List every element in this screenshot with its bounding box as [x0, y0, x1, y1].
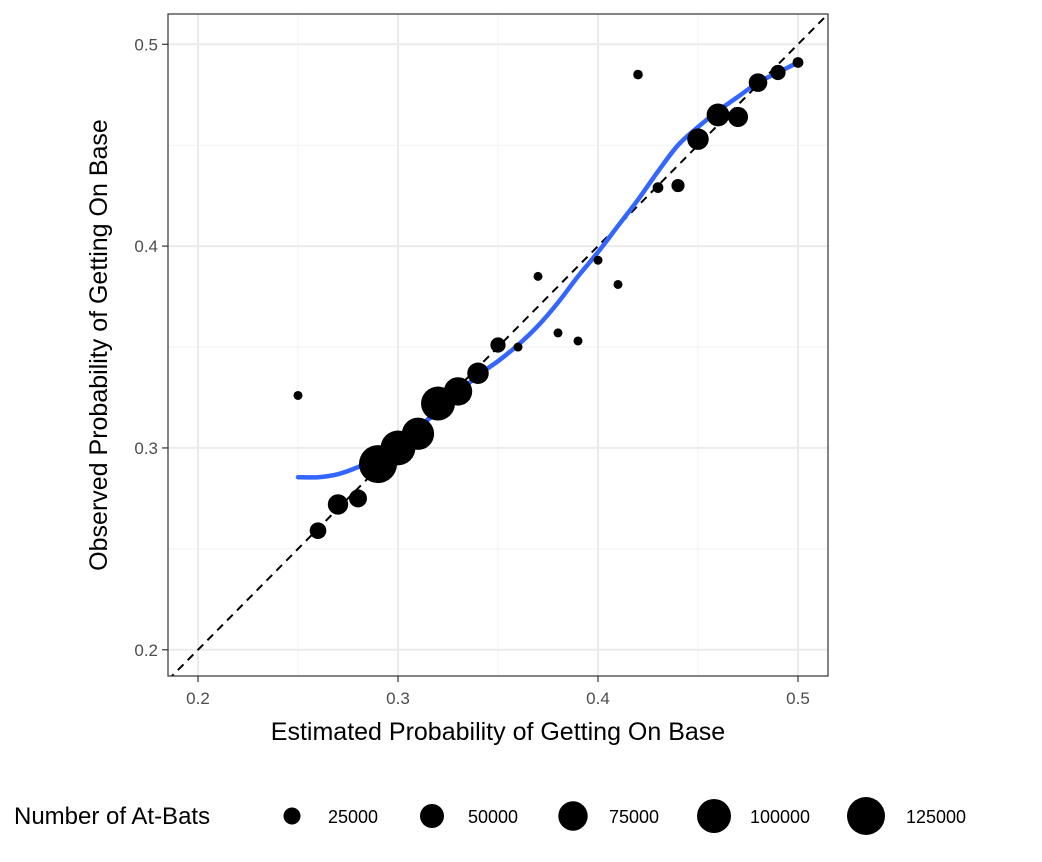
data-point: [706, 103, 730, 127]
legend-key: [419, 803, 445, 829]
data-point: [573, 336, 583, 346]
legend-key: [847, 797, 885, 835]
data-point: [401, 417, 435, 450]
x-tick-label: 0.5: [786, 689, 810, 708]
data-point: [309, 522, 327, 540]
legend-key: [558, 801, 588, 831]
data-point: [327, 494, 349, 515]
data-point: [490, 337, 506, 353]
legend-label: 25000: [328, 807, 378, 827]
data-point: [748, 73, 768, 92]
legend-label: 125000: [906, 807, 966, 827]
data-point: [671, 178, 685, 193]
data-point: [687, 128, 709, 150]
y-tick-label: 0.5: [134, 35, 158, 54]
x-axis-title: Estimated Probability of Getting On Base: [271, 718, 725, 746]
data-point: [533, 271, 543, 281]
y-tick-label: 0.3: [134, 439, 158, 458]
y-tick-label: 0.4: [134, 237, 158, 256]
x-tick-label: 0.4: [586, 689, 610, 708]
data-point: [770, 64, 786, 81]
legend-key: [697, 799, 731, 833]
legend-title: Number of At-Bats: [14, 803, 210, 830]
data-point: [652, 182, 664, 193]
data-point: [553, 328, 563, 338]
axes: 0.2 0.3 0.4 0.5 0.2 0.3 0.4 0.5: [134, 35, 809, 708]
grid-lines: [168, 14, 828, 676]
legend-label: 100000: [750, 807, 810, 827]
y-tick-label: 0.2: [134, 641, 158, 660]
legend-label: 75000: [609, 807, 659, 827]
legend-label: 50000: [468, 807, 518, 827]
data-point: [613, 279, 623, 289]
y-axis-title: Observed Probability of Getting On Base: [85, 119, 113, 571]
data-point: [513, 342, 523, 352]
data-point: [349, 489, 367, 508]
data-point: [792, 57, 804, 68]
x-tick-label: 0.2: [186, 689, 210, 708]
data-point: [593, 255, 603, 265]
data-point: [443, 377, 473, 406]
data-point: [467, 362, 489, 385]
legend-key: [283, 807, 301, 825]
legend: Number of At-Bats 25000 50000 75000 100000 1…: [14, 797, 966, 835]
data-point: [633, 69, 643, 80]
plot-border: [167, 13, 829, 677]
data-point: [293, 390, 303, 400]
data-point: [727, 106, 749, 127]
points-group: [293, 57, 804, 540]
x-tick-label: 0.3: [386, 689, 410, 708]
